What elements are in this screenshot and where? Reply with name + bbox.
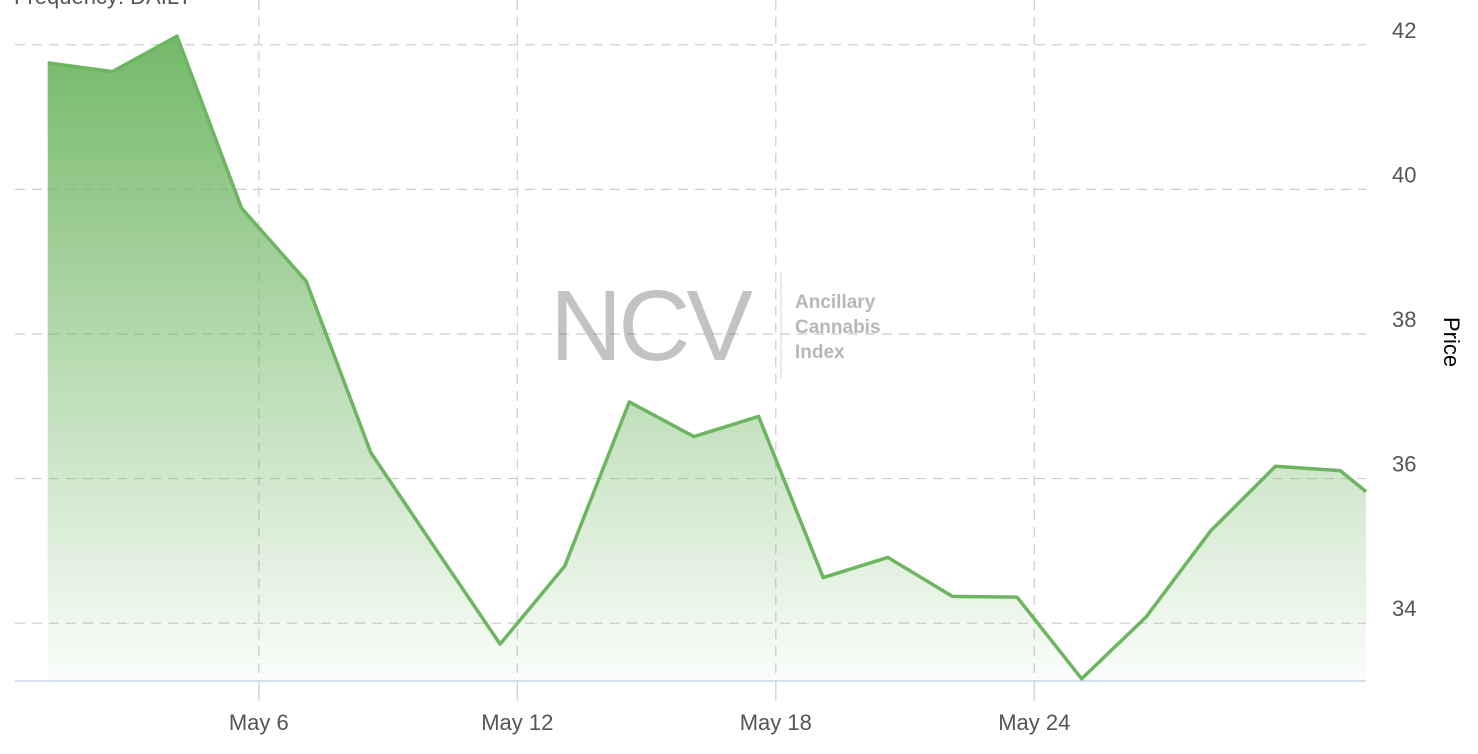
subtitle: Frequency: DAILY (14, 0, 192, 9)
y-tick-label: 34 (1392, 596, 1416, 621)
x-tick-label: May 24 (998, 710, 1070, 735)
x-tick-label: May 12 (481, 710, 553, 735)
y-tick-label: 36 (1392, 452, 1416, 477)
x-tick-label: May 6 (229, 710, 289, 735)
y-tick-label: 42 (1392, 18, 1416, 43)
x-tick-label: May 18 (740, 710, 812, 735)
y-axis-label: Price (1439, 317, 1464, 367)
watermark: NCV Ancillary Cannabis Index (550, 270, 881, 382)
watermark-text: Ancillary (795, 292, 876, 313)
y-tick-label: 40 (1392, 162, 1416, 187)
watermark-logo: NCV (550, 270, 753, 382)
watermark-text: Index (795, 342, 845, 363)
watermark-text: Cannabis (795, 317, 881, 338)
area (47, 36, 1367, 682)
line (47, 34, 1368, 681)
y-tick-label: 38 (1392, 307, 1416, 332)
